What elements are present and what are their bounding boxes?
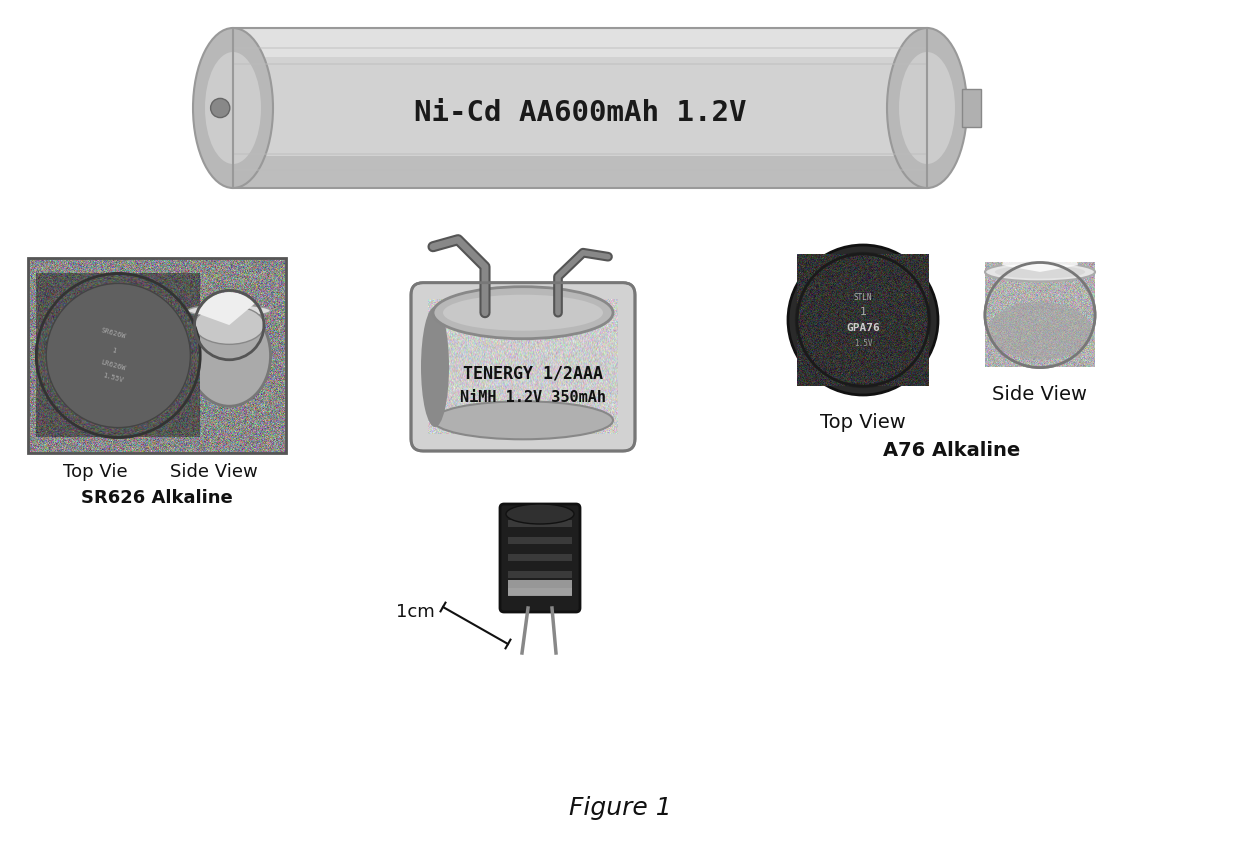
- Ellipse shape: [988, 302, 1092, 359]
- Text: Side View: Side View: [992, 385, 1087, 404]
- Text: TENERGY 1/2AAA: TENERGY 1/2AAA: [463, 364, 603, 382]
- Ellipse shape: [188, 305, 270, 406]
- Bar: [508, 588, 572, 595]
- Bar: [29, 258, 286, 453]
- Text: 1.5V: 1.5V: [854, 339, 872, 348]
- Bar: [508, 580, 572, 596]
- Wedge shape: [1002, 234, 1078, 272]
- Text: NiMH 1.2V 350mAh: NiMH 1.2V 350mAh: [460, 390, 606, 404]
- Ellipse shape: [985, 262, 1095, 281]
- Ellipse shape: [985, 262, 1095, 367]
- Ellipse shape: [443, 294, 603, 331]
- Circle shape: [46, 283, 191, 428]
- Bar: [233, 48, 928, 49]
- Bar: [233, 28, 928, 57]
- Text: SR626 Alkaline: SR626 Alkaline: [81, 489, 233, 507]
- Text: Figure 1: Figure 1: [569, 796, 671, 820]
- Text: Ni-Cd AA600mAh 1.2V: Ni-Cd AA600mAh 1.2V: [414, 99, 746, 127]
- FancyBboxPatch shape: [500, 504, 580, 612]
- Text: GPA76: GPA76: [846, 323, 880, 333]
- Circle shape: [36, 274, 200, 437]
- Circle shape: [211, 99, 229, 118]
- Wedge shape: [198, 292, 254, 325]
- Ellipse shape: [433, 401, 613, 439]
- Bar: [233, 152, 928, 155]
- Circle shape: [787, 245, 937, 395]
- Ellipse shape: [887, 28, 967, 188]
- Bar: [233, 28, 928, 188]
- Bar: [508, 520, 572, 527]
- Text: 1.55V: 1.55V: [102, 372, 124, 383]
- Ellipse shape: [899, 52, 955, 164]
- Text: A76 Alkaline: A76 Alkaline: [883, 441, 1021, 460]
- Bar: [233, 63, 928, 65]
- Text: LR626W: LR626W: [100, 359, 126, 372]
- Ellipse shape: [193, 28, 273, 188]
- Text: 1: 1: [110, 347, 117, 354]
- Bar: [508, 537, 572, 544]
- Text: SR626W: SR626W: [100, 327, 126, 339]
- Text: 1cm: 1cm: [397, 603, 435, 621]
- Text: STLN: STLN: [854, 294, 872, 302]
- FancyBboxPatch shape: [410, 282, 635, 451]
- Ellipse shape: [422, 307, 449, 427]
- Bar: [233, 169, 928, 171]
- Bar: [233, 156, 928, 188]
- Text: 1: 1: [859, 307, 867, 317]
- Bar: [508, 554, 572, 561]
- Ellipse shape: [188, 305, 270, 316]
- Text: Side View: Side View: [170, 463, 258, 481]
- Ellipse shape: [205, 52, 260, 164]
- Ellipse shape: [433, 287, 613, 339]
- Bar: [962, 89, 981, 127]
- Ellipse shape: [994, 265, 1085, 279]
- Ellipse shape: [506, 504, 574, 524]
- Ellipse shape: [195, 306, 264, 345]
- Bar: [508, 571, 572, 578]
- Circle shape: [796, 253, 930, 387]
- Bar: [233, 28, 928, 188]
- Text: Top Vie: Top Vie: [63, 463, 128, 481]
- Text: Top View: Top View: [820, 413, 906, 432]
